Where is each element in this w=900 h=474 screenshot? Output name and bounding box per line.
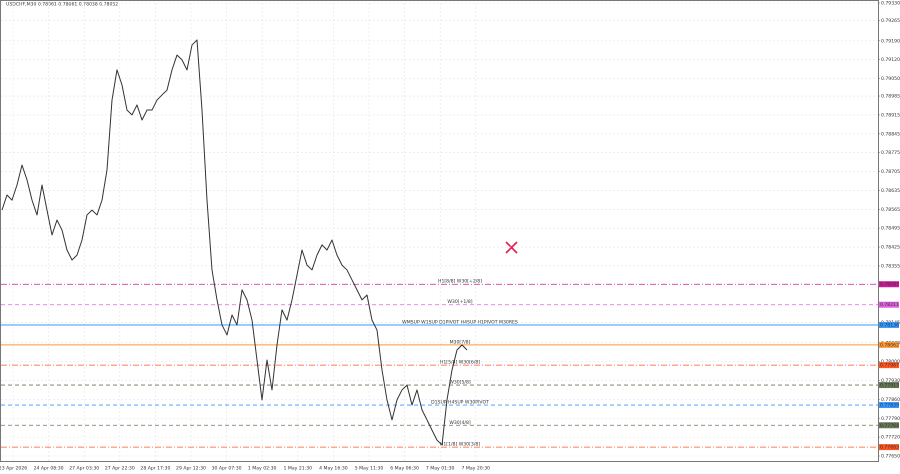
y-tick-label: 0.79120 [881, 57, 900, 63]
x-tick-label: 6 May 06:30 [390, 466, 419, 472]
level-label: M30[7/8] [450, 339, 471, 345]
y-tick-label: 0.78985 [881, 94, 900, 100]
level-label: H1[1/8] W30[3/8] [440, 442, 480, 448]
y-tick-label: 0.78775 [881, 150, 900, 156]
level-label: WMSUP W1SUP D1PIVOT H4SUP H1PIVOT M30RES [402, 319, 518, 325]
y-tick-label: 0.77930 [881, 378, 900, 384]
y-tick-label: 0.78565 [881, 207, 900, 213]
plot-frame [0, 0, 879, 462]
x-tick-label: 28 Apr 17:30 [140, 466, 170, 472]
x-tick-label: 1 May 21:30 [284, 466, 313, 472]
price-tag-label: 0.78211 [880, 302, 899, 308]
y-tick-label: 0.78705 [881, 169, 900, 175]
level-label: W30[5/8] [449, 380, 471, 386]
y-tick-label: 0.79190 [881, 38, 900, 44]
price-tag [879, 341, 899, 348]
price-tag-label: 0.78287 [880, 282, 899, 288]
x-tick-label: 27 Apr 03:30 [69, 466, 99, 472]
y-tick-label: 0.78845 [881, 131, 900, 137]
y-tick-label: 0.77860 [881, 397, 900, 403]
price-tag-label: 0.78136 [880, 322, 899, 328]
y-tick-label: 0.77790 [881, 416, 900, 422]
price-tag [879, 382, 899, 389]
x-tick-label: 7 May 01:30 [426, 466, 455, 472]
y-tick-label: 0.78495 [881, 226, 900, 232]
x-tick-label: 7 May 20:30 [462, 466, 491, 472]
x-tick-label: 5 May 11:30 [355, 466, 384, 472]
y-tick-label: 0.78425 [881, 245, 900, 251]
price-tag [879, 402, 899, 409]
y-tick-label: 0.79265 [881, 18, 900, 24]
x-tick-label: 27 Apr 22:30 [105, 466, 135, 472]
x-tick-label: 29 Apr 12:30 [176, 466, 206, 472]
y-tick-label: 0.79330 [881, 1, 900, 7]
price-tag [879, 321, 899, 328]
x-tick-label: 23 Apr 2026 [0, 466, 27, 472]
price-tag [879, 422, 899, 429]
y-tick-label: 0.77720 [881, 435, 900, 441]
y-tick-label: 0.78000 [881, 359, 900, 365]
chart-title: USDCHF,M30 0.78061 0.78061 0.78038 0.780… [6, 2, 118, 8]
price-tag-label: 0.77987 [880, 363, 899, 369]
y-tick-label: 0.78915 [881, 112, 900, 118]
level-label: W30[+1/8] [447, 299, 472, 305]
price-tag-label: 0.77764 [880, 423, 899, 429]
y-tick-label: 0.78355 [881, 263, 900, 269]
price-tag-label: 0.77839 [880, 403, 899, 409]
price-tag [879, 362, 899, 369]
x-tick-label: 30 Apr 07:30 [212, 466, 242, 472]
level-label: D1SUP H4SUP W30PIVOT [431, 400, 489, 406]
level-label: H1[8/8] W30[+2/8] [438, 279, 482, 285]
level-label: H1[5/8] W30[6/8] [440, 360, 480, 366]
price-tag-label: 0.77683 [880, 445, 899, 451]
y-tick-label: 0.79050 [881, 76, 900, 82]
price-tag [879, 444, 899, 451]
price-tag-label: 0.78062 [880, 342, 899, 348]
x-tick-label: 4 May 16:30 [319, 466, 348, 472]
x-tick-label: 1 May 02:30 [248, 466, 277, 472]
price-tag [879, 301, 899, 308]
x-tick-label: 24 Apr 08:30 [34, 466, 64, 472]
price-line [1, 39, 468, 446]
price-tag [879, 281, 899, 288]
level-label: W30[4/8] [449, 420, 471, 426]
y-tick-label: 0.77650 [881, 454, 900, 460]
price-tag-label: 0.77913 [880, 383, 899, 389]
close-marker [505, 241, 518, 254]
y-tick-label: 0.78635 [881, 188, 900, 194]
